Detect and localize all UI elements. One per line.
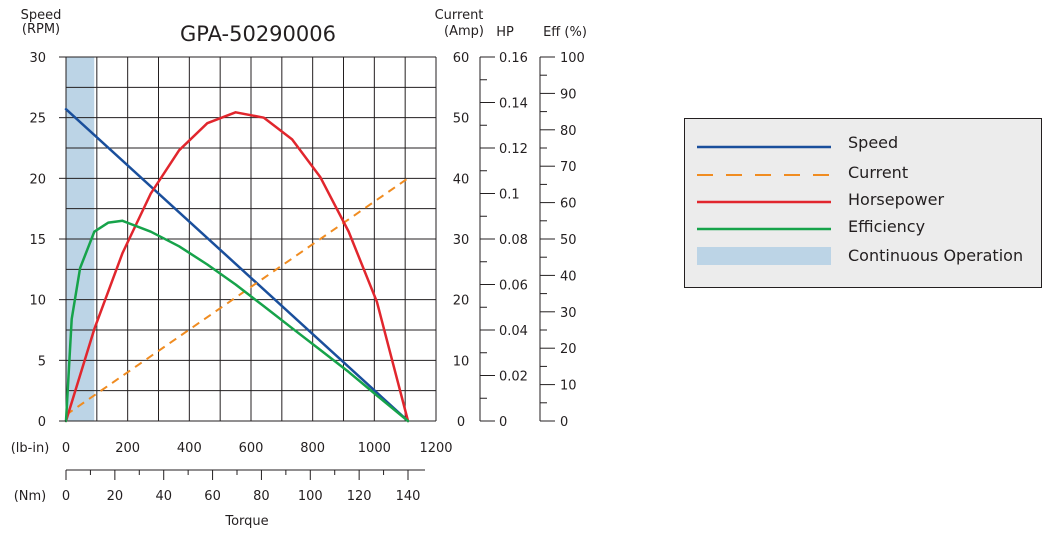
chart-grid bbox=[65, 56, 437, 422]
torque-nm-tick-label: 0 bbox=[62, 489, 70, 504]
current-tick-label: 60 bbox=[453, 51, 470, 66]
torque-nm-tick-label: 80 bbox=[253, 489, 270, 504]
legend-swatch-horsepower bbox=[697, 200, 831, 204]
hp-tick-label: 0 bbox=[499, 415, 507, 430]
current-axis-title-line1: Current bbox=[435, 8, 484, 23]
chart-legend: Speed Current Horsepower Efficiency Cont… bbox=[684, 118, 1042, 288]
eff-tick-label: 40 bbox=[560, 269, 577, 284]
hp-tick-label: 0.06 bbox=[499, 279, 528, 294]
speed-tick-label: 0 bbox=[38, 415, 46, 430]
legend-label-continuous-operation: Continuous Operation bbox=[848, 246, 1024, 265]
current-tick-label: 20 bbox=[453, 294, 470, 309]
legend-swatch-speed bbox=[697, 145, 831, 149]
eff-tick-label: 0 bbox=[560, 415, 568, 430]
eff-tick-label: 30 bbox=[560, 306, 577, 321]
current-tick-label: 0 bbox=[457, 415, 465, 430]
hp-tick-label: 0.04 bbox=[499, 324, 528, 339]
current-tick-label: 40 bbox=[453, 172, 470, 187]
legend-label-current: Current bbox=[848, 163, 909, 182]
speed-tick-label: 5 bbox=[38, 354, 46, 369]
hp-tick-label: 0.14 bbox=[499, 97, 528, 112]
current-tick-label: 10 bbox=[453, 354, 470, 369]
legend-swatch-efficiency bbox=[697, 227, 831, 231]
torque-lbin-tick-label: 1000 bbox=[358, 441, 391, 456]
eff-tick-label: 70 bbox=[560, 160, 577, 175]
hp-axis-title: HP bbox=[496, 25, 514, 40]
legend-label-speed: Speed bbox=[848, 133, 899, 152]
speed-tick-label: 15 bbox=[29, 233, 46, 248]
eff-axis-title: Eff (%) bbox=[543, 25, 587, 40]
legend-swatch-current bbox=[697, 174, 831, 176]
speed-tick-label: 30 bbox=[29, 51, 46, 66]
speed-axis-title-line1: Speed bbox=[21, 8, 62, 23]
hp-tick-label: 0.1 bbox=[499, 188, 520, 203]
torque-nm-tick-label: 60 bbox=[204, 489, 221, 504]
eff-tick-label: 80 bbox=[560, 124, 577, 139]
torque-lbin-tick-label: 1200 bbox=[419, 441, 452, 456]
torque-lbin-tick-label: 400 bbox=[177, 441, 202, 456]
chart-axes: 051015202530010203040506000.020.040.060.… bbox=[29, 51, 584, 504]
hp-tick-label: 0.16 bbox=[499, 51, 528, 66]
legend-item-continuous-operation: Continuous Operation bbox=[697, 245, 1041, 267]
x-axis-title: Torque bbox=[224, 514, 268, 529]
legend-item-horsepower: Horsepower bbox=[697, 189, 1041, 211]
eff-tick-label: 90 bbox=[560, 87, 577, 102]
torque-nm-tick-label: 40 bbox=[155, 489, 172, 504]
hp-tick-label: 0.12 bbox=[499, 142, 528, 157]
hp-tick-label: 0.08 bbox=[499, 233, 528, 248]
torque-nm-unit: (Nm) bbox=[14, 489, 47, 504]
speed-tick-label: 20 bbox=[29, 172, 46, 187]
legend-item-current: Current bbox=[697, 162, 1041, 184]
eff-tick-label: 100 bbox=[560, 51, 585, 66]
current-tick-label: 50 bbox=[453, 112, 470, 127]
legend-label-horsepower: Horsepower bbox=[848, 190, 945, 209]
series-line-horsepower bbox=[64, 111, 410, 423]
eff-tick-label: 60 bbox=[560, 197, 577, 212]
legend-item-speed: Speed bbox=[697, 132, 1041, 154]
legend-item-efficiency: Efficiency bbox=[697, 216, 1041, 238]
eff-tick-label: 50 bbox=[560, 233, 577, 248]
eff-tick-label: 20 bbox=[560, 342, 577, 357]
legend-label-efficiency: Efficiency bbox=[848, 217, 926, 236]
hp-tick-label: 0.02 bbox=[499, 370, 528, 385]
torque-nm-tick-label: 120 bbox=[347, 489, 372, 504]
torque-lbin-tick-label: 0 bbox=[62, 441, 70, 456]
current-tick-label: 30 bbox=[453, 233, 470, 248]
speed-axis-title-line2: (RPM) bbox=[22, 22, 60, 37]
current-axis-title-line2: (Amp) bbox=[444, 24, 484, 39]
chart-series bbox=[64, 107, 410, 423]
torque-nm-tick-label: 100 bbox=[298, 489, 323, 504]
speed-tick-label: 25 bbox=[29, 112, 46, 127]
series-line-speed bbox=[64, 107, 410, 423]
torque-nm-tick-label: 140 bbox=[396, 489, 421, 504]
torque-lbin-tick-label: 800 bbox=[300, 441, 325, 456]
torque-lbin-tick-label: 600 bbox=[239, 441, 264, 456]
legend-swatch-continuous-operation bbox=[697, 247, 831, 265]
eff-tick-label: 10 bbox=[560, 379, 577, 394]
speed-tick-label: 10 bbox=[29, 294, 46, 309]
series-line-efficiency bbox=[64, 219, 410, 423]
torque-lbin-tick-label: 200 bbox=[115, 441, 140, 456]
chart-title: GPA-50290006 bbox=[180, 22, 336, 46]
torque-lbin-unit: (lb-in) bbox=[11, 441, 50, 456]
torque-nm-tick-label: 20 bbox=[107, 489, 124, 504]
